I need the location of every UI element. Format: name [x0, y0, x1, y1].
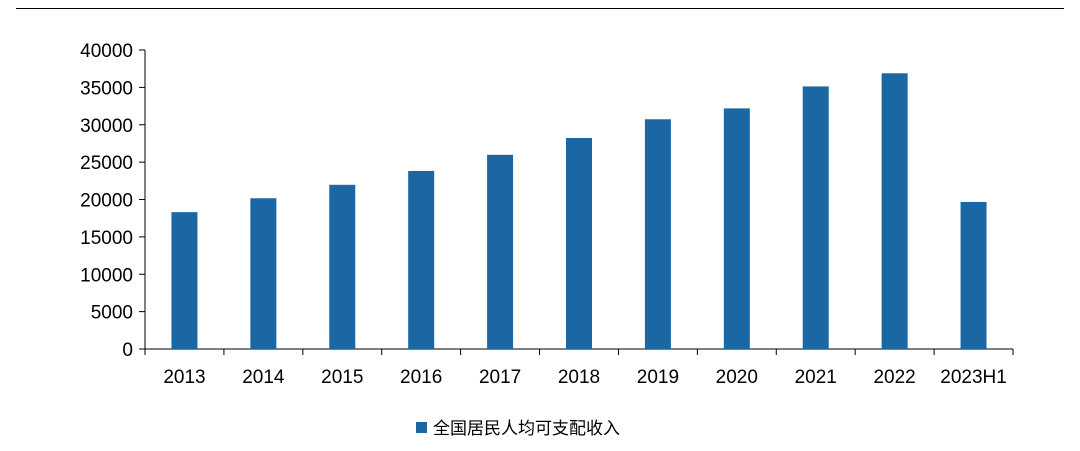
bar [250, 198, 277, 349]
bar [487, 154, 514, 349]
bar [960, 201, 987, 349]
y-tick-label: 20000 [80, 191, 133, 212]
x-axis: 2013 2014 2015 2016 2017 2018 2019 2020 2021 2022… [144, 348, 1014, 388]
x-tick-label: 2018 [558, 367, 600, 388]
y-tick-label: 15000 [80, 228, 133, 249]
bar [329, 184, 356, 349]
legend-swatch [416, 422, 427, 433]
x-tick-label: 2022 [873, 367, 915, 388]
y-tick-label: 0 [122, 340, 133, 361]
top-rule [16, 8, 1064, 9]
y-tick-label: 30000 [80, 116, 133, 137]
y-tick-label: 10000 [80, 265, 133, 286]
x-tick-label: 2013 [163, 367, 205, 388]
y-tick-label: 40000 [80, 41, 133, 62]
x-tick-label: 2020 [716, 367, 758, 388]
bar [802, 86, 829, 349]
y-tick-label: 25000 [80, 153, 133, 174]
x-tick-label: 2019 [637, 367, 679, 388]
legend: 全国居民人均可支配收入 [416, 419, 620, 439]
bar [566, 137, 592, 349]
y-tick-label: 5000 [91, 303, 133, 324]
bar-series [171, 73, 987, 350]
x-tick-label: 2016 [400, 367, 442, 388]
y-tick-label: 35000 [80, 78, 133, 99]
x-tick-label: 2017 [479, 367, 521, 388]
bar [723, 108, 750, 349]
bar [171, 212, 198, 349]
y-axis: 0 5000 10000 15000 20000 25000 30000 35000 40000 [80, 41, 146, 361]
bar [644, 119, 671, 349]
bar [881, 73, 908, 350]
x-tick-label: 2021 [795, 367, 837, 388]
legend-label: 全国居民人均可支配收入 [433, 419, 620, 439]
x-tick-label: 2023H1 [940, 367, 1007, 388]
bar [408, 170, 435, 349]
x-tick-label: 2014 [242, 367, 285, 388]
x-tick-label: 2015 [321, 367, 363, 388]
